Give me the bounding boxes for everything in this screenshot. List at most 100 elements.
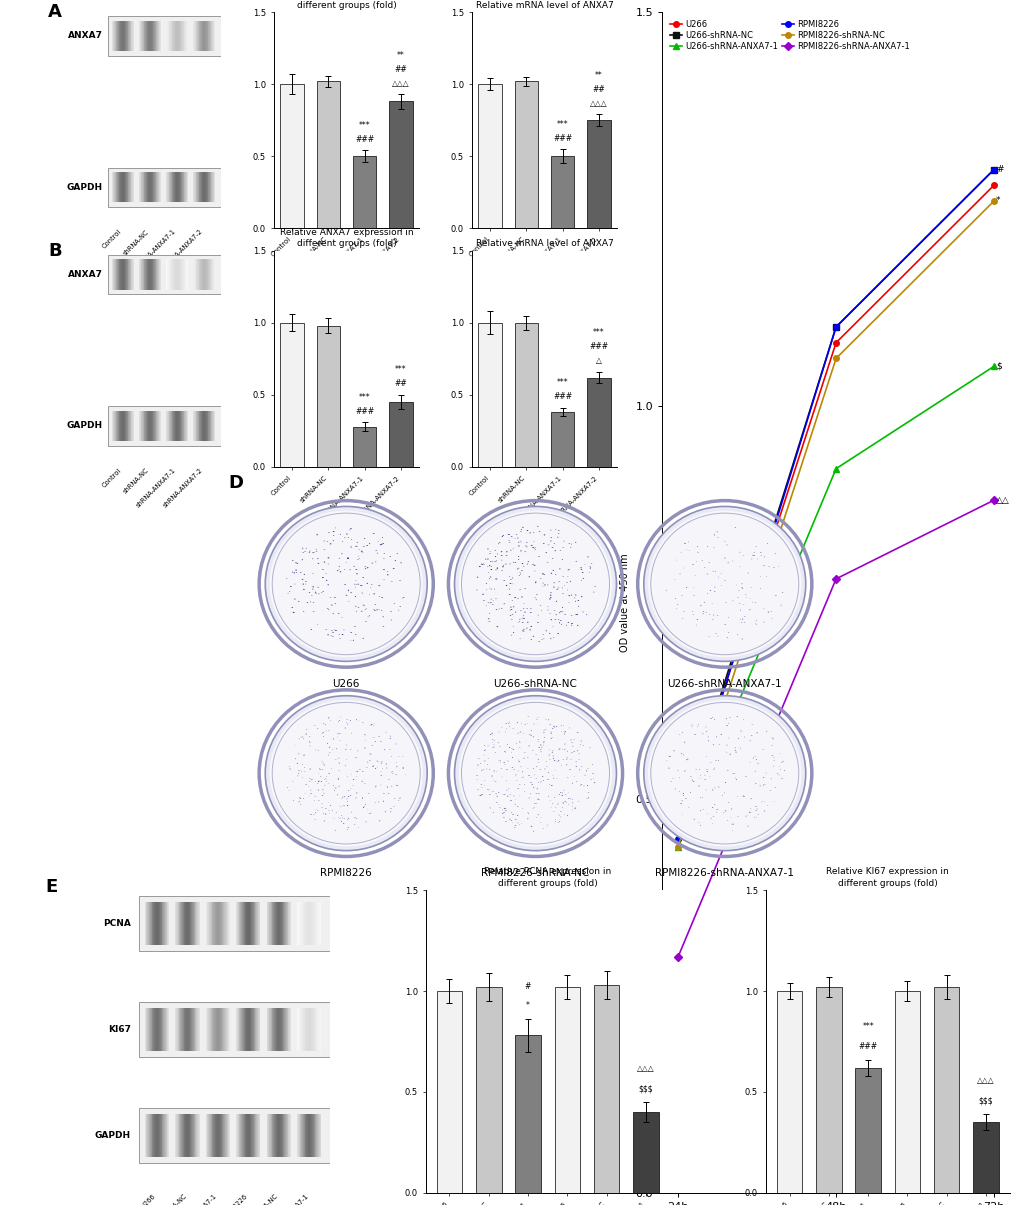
- Text: ###: ###: [589, 342, 607, 351]
- Text: RPMI8226-shRNA-NC: RPMI8226-shRNA-NC: [225, 1193, 278, 1205]
- Line: RPMI8226: RPMI8226: [675, 166, 996, 841]
- RPMI8226: [987, 163, 1000, 177]
- Text: ###: ###: [355, 135, 374, 145]
- RPMI8226-shRNA-ANXA7-1: [829, 571, 842, 586]
- FancyBboxPatch shape: [107, 167, 221, 207]
- Text: ***: ***: [556, 119, 568, 129]
- Text: B: B: [48, 242, 62, 260]
- Title: Relative mRNA level of ANXA7: Relative mRNA level of ANXA7: [475, 240, 612, 248]
- Bar: [388, 101, 412, 229]
- Text: ##: ##: [592, 84, 604, 94]
- FancyBboxPatch shape: [107, 406, 221, 446]
- Ellipse shape: [269, 700, 423, 846]
- Text: $$$: $$$: [977, 1097, 993, 1105]
- RPMI8226: [672, 831, 684, 846]
- Bar: [815, 987, 841, 1193]
- Text: $: $: [995, 362, 1001, 371]
- Text: RPMI8226-shRNA-ANXA7-1: RPMI8226-shRNA-ANXA7-1: [243, 1193, 309, 1205]
- Text: RPMI8226-shRNA-NC: RPMI8226-shRNA-NC: [481, 868, 589, 877]
- Title: Relative ANXA7 expression in
different groups (fold): Relative ANXA7 expression in different g…: [279, 228, 413, 248]
- Text: RPMI8226: RPMI8226: [320, 868, 372, 877]
- U266: [987, 178, 1000, 193]
- Bar: [554, 987, 580, 1193]
- Bar: [316, 81, 339, 229]
- Ellipse shape: [643, 695, 805, 851]
- Text: ###: ###: [858, 1041, 876, 1051]
- Text: ##: ##: [394, 380, 407, 388]
- Bar: [353, 427, 376, 468]
- Bar: [280, 323, 304, 468]
- Text: ANXA7: ANXA7: [67, 31, 103, 40]
- Title: Relative mRNA level of ANXA7: Relative mRNA level of ANXA7: [475, 1, 612, 10]
- RPMI8226-shRNA-NC: [829, 351, 842, 365]
- Text: shRNA-ANXA7-2: shRNA-ANXA7-2: [162, 468, 204, 509]
- U266-shRNA-ANXA7-1: [672, 840, 684, 854]
- Text: U266-shRNA-ANXA7-1: U266-shRNA-ANXA7-1: [162, 1193, 218, 1205]
- U266-shRNA-NC: [672, 823, 684, 837]
- Bar: [436, 991, 462, 1193]
- Ellipse shape: [265, 506, 427, 662]
- Text: △△: △△: [995, 495, 1009, 505]
- Text: A: A: [48, 4, 62, 22]
- Bar: [972, 1122, 998, 1193]
- FancyBboxPatch shape: [139, 1001, 329, 1057]
- U266-shRNA-NC: [987, 163, 1000, 177]
- FancyBboxPatch shape: [139, 895, 329, 951]
- Ellipse shape: [454, 695, 615, 851]
- Bar: [855, 1068, 880, 1193]
- Text: KI67: KI67: [108, 1025, 130, 1034]
- Text: ###: ###: [355, 407, 374, 416]
- Ellipse shape: [459, 511, 611, 657]
- Text: RPMI8226: RPMI8226: [220, 1193, 248, 1205]
- RPMI8226-shRNA-NC: [987, 194, 1000, 208]
- Text: $$$: $$$: [638, 1084, 652, 1093]
- U266: [829, 335, 842, 349]
- Text: GAPDH: GAPDH: [66, 183, 103, 192]
- Text: △: △: [595, 357, 601, 365]
- Text: ***: ***: [556, 378, 568, 387]
- Ellipse shape: [265, 695, 427, 851]
- Ellipse shape: [650, 513, 798, 654]
- RPMI8226-shRNA-ANXA7-1: [672, 950, 684, 964]
- Ellipse shape: [454, 506, 615, 662]
- Text: U266: U266: [332, 678, 360, 688]
- Ellipse shape: [272, 703, 420, 844]
- Bar: [586, 377, 610, 468]
- Text: *: *: [526, 1001, 530, 1010]
- Text: U266: U266: [141, 1193, 157, 1205]
- Ellipse shape: [461, 513, 609, 654]
- Line: U266-shRNA-ANXA7-1: U266-shRNA-ANXA7-1: [675, 364, 996, 850]
- Ellipse shape: [643, 506, 805, 662]
- Legend: U266, U266-shRNA-NC, U266-shRNA-ANXA7-1, RPMI8226, RPMI8226-shRNA-NC, RPMI8226-s: U266, U266-shRNA-NC, U266-shRNA-ANXA7-1,…: [665, 16, 912, 54]
- Bar: [388, 402, 412, 468]
- Bar: [514, 323, 538, 468]
- RPMI8226-shRNA-NC: [672, 840, 684, 854]
- Text: △△△: △△△: [589, 99, 607, 108]
- Ellipse shape: [647, 511, 801, 657]
- Line: RPMI8226-shRNA-ANXA7-1: RPMI8226-shRNA-ANXA7-1: [675, 498, 996, 959]
- Title: Relative PCNA expression in
different groups (fold): Relative PCNA expression in different gr…: [484, 868, 610, 888]
- Text: **: **: [594, 71, 602, 80]
- Bar: [515, 1035, 540, 1193]
- Text: ***: ***: [359, 393, 370, 401]
- Title: Relative ANXA7 expression in
different groups (fold): Relative ANXA7 expression in different g…: [279, 0, 413, 10]
- Text: #: #: [995, 165, 1003, 174]
- FancyBboxPatch shape: [107, 254, 221, 294]
- Text: **: **: [396, 51, 405, 59]
- Bar: [478, 84, 501, 229]
- Line: U266: U266: [675, 182, 996, 834]
- Bar: [633, 1112, 658, 1193]
- Text: E: E: [45, 878, 57, 897]
- Text: ANXA7: ANXA7: [67, 270, 103, 278]
- Bar: [478, 323, 501, 468]
- Text: ***: ***: [359, 120, 370, 130]
- RPMI8226-shRNA-ANXA7-1: [987, 493, 1000, 507]
- U266-shRNA-ANXA7-1: [829, 462, 842, 476]
- Text: U266-shRNA-NC: U266-shRNA-NC: [146, 1193, 187, 1205]
- Text: △△△: △△△: [976, 1076, 994, 1086]
- Text: ***: ***: [861, 1022, 873, 1031]
- Text: RPMI8226-shRNA-ANXA7-1: RPMI8226-shRNA-ANXA7-1: [654, 868, 794, 877]
- Text: GAPDH: GAPDH: [66, 422, 103, 430]
- Text: shRNA-ANXA7-2: shRNA-ANXA7-2: [162, 229, 204, 270]
- Text: GAPDH: GAPDH: [95, 1131, 130, 1140]
